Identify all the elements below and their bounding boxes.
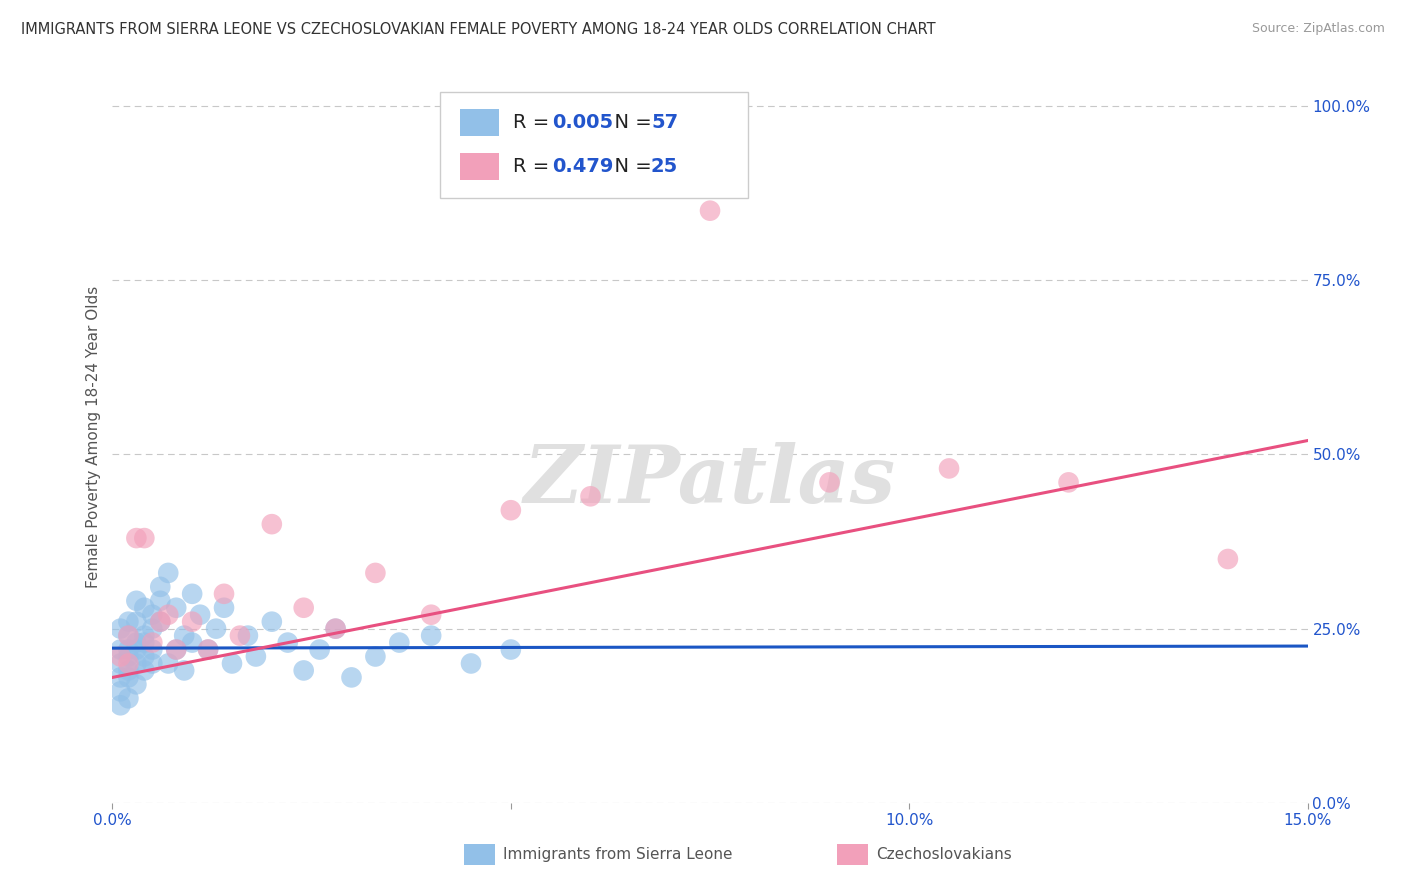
Point [117, 615, 139, 629]
Point [149, 615, 172, 629]
Point [699, 203, 721, 218]
Point [236, 629, 259, 643]
Point [117, 691, 139, 706]
Point [221, 657, 243, 671]
Point [141, 642, 163, 657]
Point [134, 635, 156, 649]
Text: 57: 57 [651, 112, 678, 132]
Point [1216, 552, 1239, 566]
Point [165, 642, 187, 657]
Point [110, 670, 132, 684]
Text: 0.005: 0.005 [553, 112, 613, 132]
Point [149, 615, 172, 629]
Point [134, 629, 156, 643]
Point [110, 642, 132, 657]
Point [197, 642, 219, 657]
Text: 0.479: 0.479 [553, 157, 614, 177]
Point [157, 657, 180, 671]
Point [117, 657, 139, 671]
Point [125, 642, 148, 657]
Point [420, 607, 443, 622]
Point [157, 607, 180, 622]
Point [260, 517, 283, 532]
Point [134, 664, 156, 678]
Point [460, 657, 482, 671]
Point [308, 642, 330, 657]
Point [110, 622, 132, 636]
Point [117, 649, 139, 664]
Point [181, 635, 204, 649]
Point [205, 622, 228, 636]
Text: N =: N = [602, 112, 658, 132]
Text: N =: N = [602, 157, 658, 177]
Text: Czechoslovakians: Czechoslovakians [876, 847, 1012, 862]
Point [499, 642, 522, 657]
Point [388, 635, 411, 649]
Point [141, 607, 163, 622]
Point [117, 642, 139, 657]
Text: R =: R = [513, 112, 555, 132]
Point [277, 635, 299, 649]
Point [173, 664, 195, 678]
Text: R =: R = [513, 157, 555, 177]
Point [117, 629, 139, 643]
Point [110, 698, 132, 713]
Point [212, 587, 235, 601]
Point [165, 600, 187, 615]
Point [229, 629, 252, 643]
Point [125, 635, 148, 649]
Point [364, 566, 387, 580]
Point [125, 531, 148, 545]
Point [212, 600, 235, 615]
Point [125, 657, 148, 671]
Point [325, 622, 347, 636]
Text: ZIPatlas: ZIPatlas [524, 442, 896, 520]
Point [134, 531, 156, 545]
Text: 25: 25 [651, 157, 678, 177]
Point [117, 629, 139, 643]
Point [579, 489, 602, 503]
Point [117, 670, 139, 684]
Point [292, 600, 315, 615]
Point [181, 587, 204, 601]
Text: Source: ZipAtlas.com: Source: ZipAtlas.com [1251, 22, 1385, 36]
Point [325, 622, 347, 636]
Point [173, 629, 195, 643]
Point [1057, 475, 1080, 490]
Point [157, 566, 180, 580]
Point [141, 657, 163, 671]
Point [125, 677, 148, 691]
Point [340, 670, 363, 684]
Point [499, 503, 522, 517]
Point [134, 649, 156, 664]
Point [420, 629, 443, 643]
Point [110, 649, 132, 664]
Y-axis label: Female Poverty Among 18-24 Year Olds: Female Poverty Among 18-24 Year Olds [86, 286, 101, 588]
Point [141, 635, 163, 649]
Point [149, 580, 172, 594]
Point [364, 649, 387, 664]
Point [125, 615, 148, 629]
Point [197, 642, 219, 657]
Point [149, 594, 172, 608]
Point [260, 615, 283, 629]
Point [110, 684, 132, 698]
Text: Immigrants from Sierra Leone: Immigrants from Sierra Leone [503, 847, 733, 862]
Point [141, 622, 163, 636]
Point [938, 461, 960, 475]
Point [117, 664, 139, 678]
Text: IMMIGRANTS FROM SIERRA LEONE VS CZECHOSLOVAKIAN FEMALE POVERTY AMONG 18-24 YEAR : IMMIGRANTS FROM SIERRA LEONE VS CZECHOSL… [21, 22, 936, 37]
Point [181, 615, 204, 629]
Point [292, 664, 315, 678]
Point [188, 607, 211, 622]
Point [110, 657, 132, 671]
Point [165, 642, 187, 657]
Point [125, 594, 148, 608]
Point [245, 649, 267, 664]
Point [818, 475, 841, 490]
Point [134, 600, 156, 615]
